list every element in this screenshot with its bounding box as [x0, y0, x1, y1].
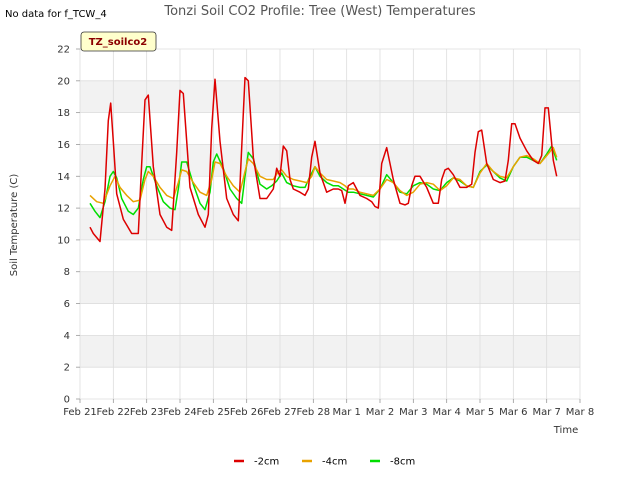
no-data-text: No data for f_TCW_4: [5, 9, 107, 20]
plot-band: [80, 208, 580, 240]
x-tick-label: Feb 24: [163, 407, 197, 418]
x-tick-label: Feb 23: [130, 407, 164, 418]
x-tick-label: Mar 4: [432, 407, 460, 418]
x-tick-label: Mar 2: [366, 407, 394, 418]
x-tick-label: Mar 1: [332, 407, 360, 418]
y-tick-label: 12: [57, 204, 70, 215]
y-tick-label: 16: [57, 140, 70, 151]
y-tick-label: 4: [64, 331, 70, 342]
legend-label: -2cm: [254, 457, 279, 468]
x-tick-label: Feb 22: [97, 407, 131, 418]
x-tick-label: Mar 8: [566, 407, 594, 418]
x-tick-label: Feb 21: [63, 407, 97, 418]
plot-band: [80, 271, 580, 304]
x-axis-title: Time: [553, 425, 578, 436]
y-tick-label: 6: [64, 299, 70, 310]
x-tick-label: Mar 6: [499, 407, 527, 418]
y-axis-ticks: 0 2 4 6 8 10 12 14 16 18 20 22: [57, 45, 80, 406]
plot-background: [80, 49, 580, 399]
plot-band: [80, 80, 580, 113]
x-tick-label: Feb 25: [197, 407, 231, 418]
y-tick-label: 10: [57, 235, 70, 246]
series-lines: [89, 76, 558, 243]
y-tick-label: 22: [57, 45, 70, 56]
x-axis-ticks: Feb 21 Feb 22 Feb 23 Feb 24 Feb 25 Feb 26 Feb …: [63, 399, 594, 418]
site-badge-box: [80, 31, 157, 52]
legend-label: -8cm: [390, 457, 415, 468]
y-tick-label: 2: [64, 363, 70, 374]
x-tick-label: Feb 26: [230, 407, 264, 418]
site-badge: TZ_soilco2: [80, 31, 157, 52]
plot-band: [80, 144, 580, 177]
plot-band: [80, 335, 580, 368]
x-tick-label: Mar 5: [466, 407, 494, 418]
y-axis-title: Soil Temperature (C): [9, 174, 20, 277]
series-line-4cmcm: [89, 146, 558, 205]
x-tick-label: Feb 27: [263, 407, 297, 418]
legend: -2cm -4cm -8cm: [234, 457, 415, 468]
site-badge-label: TZ_soilco2: [89, 37, 148, 48]
chart-title: Tonzi Soil CO2 Profile: Tree (West) Temp…: [163, 4, 476, 19]
y-tick-label: 14: [57, 172, 70, 183]
y-tick-label: 18: [57, 108, 70, 119]
legend-label: -4cm: [322, 457, 347, 468]
x-tick-label: Mar 3: [399, 407, 427, 418]
x-tick-label: Mar 7: [532, 407, 560, 418]
grid-lines: [79, 48, 581, 400]
series-line-2cmcm: [89, 76, 558, 243]
y-tick-label: 0: [64, 395, 70, 406]
y-tick-label: 20: [57, 76, 70, 87]
y-tick-label: 8: [64, 267, 70, 278]
x-tick-label: Feb 28: [297, 407, 331, 418]
